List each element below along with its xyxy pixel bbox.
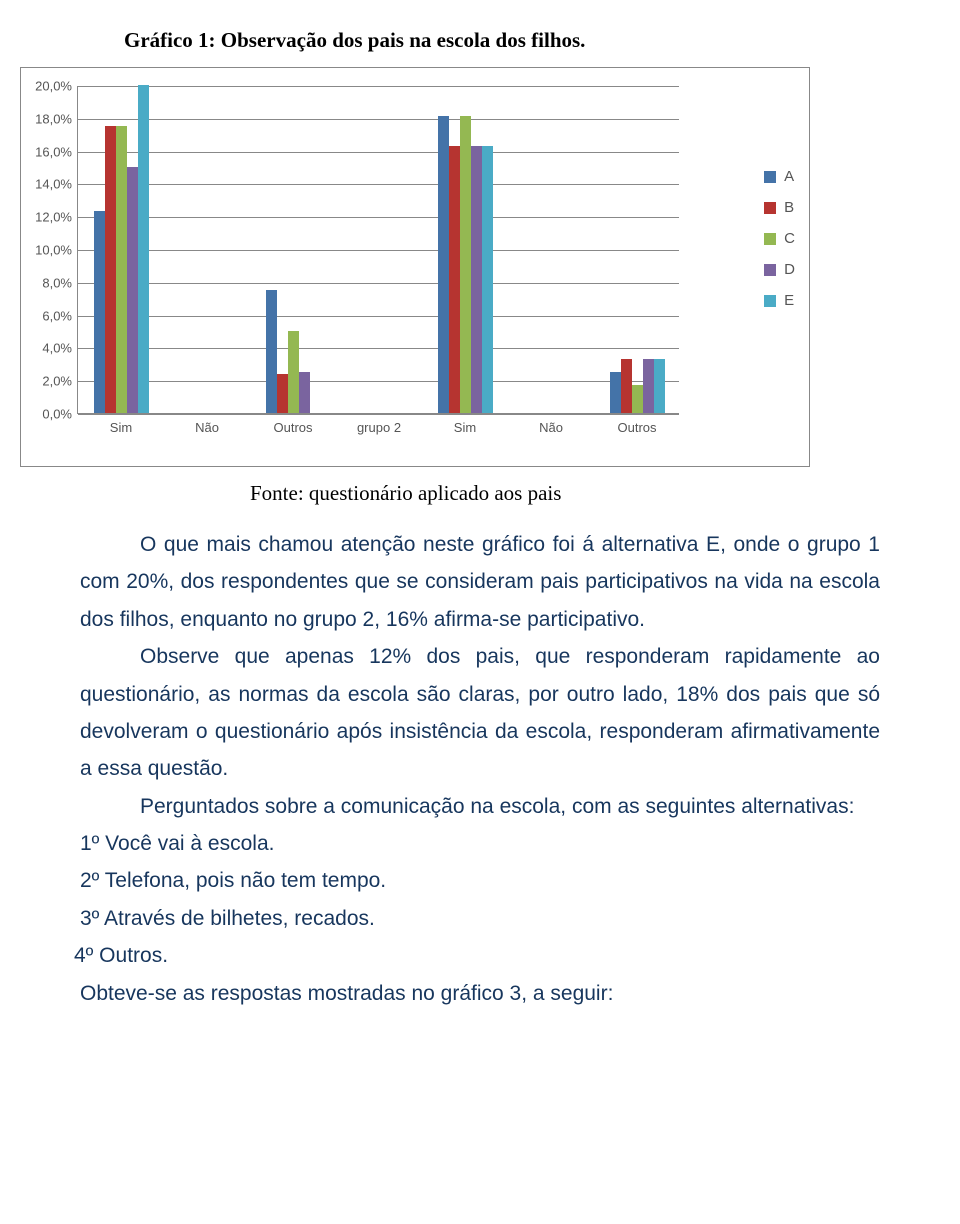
legend-item-B: B — [764, 199, 795, 216]
bar-A-Outros — [266, 290, 277, 413]
bar-B-Outros — [621, 359, 632, 413]
legend-swatch — [764, 171, 776, 183]
bar-E-Outros — [654, 359, 665, 413]
legend-label: D — [784, 261, 795, 278]
chart-plot: 0,0%2,0%4,0%6,0%8,0%10,0%12,0%14,0%16,0%… — [77, 86, 679, 414]
bar-B-Sim — [105, 126, 116, 413]
bar-D-Outros — [299, 372, 310, 413]
legend-swatch — [764, 233, 776, 245]
legend-item-C: C — [764, 230, 795, 247]
x-axis-label: Não — [539, 420, 563, 435]
bar-E-Sim — [138, 85, 149, 413]
legend-item-D: D — [764, 261, 795, 278]
x-axis-label: Outros — [617, 420, 656, 435]
legend-label: C — [784, 230, 795, 247]
bar-A-Outros — [610, 372, 621, 413]
paragraph-1: O que mais chamou atenção neste gráfico … — [80, 526, 880, 638]
alt-1: 1º Você vai à escola. — [80, 825, 880, 862]
x-axis-label: Sim — [110, 420, 132, 435]
legend-label: B — [784, 199, 794, 216]
legend-swatch — [764, 295, 776, 307]
y-axis-label: 18,0% — [30, 111, 72, 126]
bar-A-Sim — [94, 211, 105, 413]
paragraph-3: Perguntados sobre a comunicação na escol… — [80, 788, 880, 825]
gridline — [78, 152, 679, 153]
gridline — [78, 217, 679, 218]
bar-E-Sim — [482, 146, 493, 413]
gridline — [78, 119, 679, 120]
bar-A-Sim — [438, 116, 449, 413]
alt-4: 4º Outros. — [74, 937, 880, 974]
bar-C-Sim — [116, 126, 127, 413]
y-axis-label: 10,0% — [30, 243, 72, 258]
y-axis-label: 12,0% — [30, 210, 72, 225]
x-axis-label: Outros — [273, 420, 312, 435]
gridline — [78, 348, 679, 349]
y-axis-label: 20,0% — [30, 79, 72, 94]
y-axis-label: 0,0% — [30, 407, 72, 422]
x-axis-label: Não — [195, 420, 219, 435]
x-axis-label: Sim — [454, 420, 476, 435]
gridline — [78, 250, 679, 251]
paragraph-2: Observe que apenas 12% dos pais, que res… — [80, 638, 880, 788]
chart-source: Fonte: questionário aplicado aos pais — [250, 481, 880, 506]
legend-swatch — [764, 202, 776, 214]
gridline — [78, 316, 679, 317]
legend-item-A: A — [764, 168, 795, 185]
legend-swatch — [764, 264, 776, 276]
bar-C-Sim — [460, 116, 471, 413]
y-axis-label: 16,0% — [30, 144, 72, 159]
gridline — [78, 283, 679, 284]
paragraph-4: Obteve-se as respostas mostradas no gráf… — [80, 975, 880, 1012]
gridline — [78, 414, 679, 415]
chart-title: Gráfico 1: Observação dos pais na escola… — [80, 28, 880, 53]
legend-item-E: E — [764, 292, 795, 309]
bar-D-Outros — [643, 359, 654, 413]
y-axis-label: 6,0% — [30, 308, 72, 323]
y-axis-label: 8,0% — [30, 275, 72, 290]
bar-C-Outros — [632, 385, 643, 413]
y-axis-label: 4,0% — [30, 341, 72, 356]
chart-frame: 0,0% 2,0% 4,0% 6,0% 8,0% 10,0% 12,0% 14,0% 16,0%… — [20, 67, 810, 467]
bar-D-Sim — [127, 167, 138, 413]
alt-3: 3º Através de bilhetes, recados. — [80, 900, 880, 937]
gridline — [78, 184, 679, 185]
chart-legend: ABCDE — [764, 168, 795, 323]
x-axis-label: grupo 2 — [357, 420, 401, 435]
gridline — [78, 86, 679, 87]
bar-B-Sim — [449, 146, 460, 413]
y-axis-label: 14,0% — [30, 177, 72, 192]
p3-part-b: , com as seguintes alternativas: — [560, 795, 854, 818]
gridline — [78, 381, 679, 382]
p3-part-a: Perguntados sobre a comunicação na escol… — [140, 795, 560, 818]
legend-label: E — [784, 292, 794, 309]
legend-label: A — [784, 168, 794, 185]
y-axis-label: 2,0% — [30, 374, 72, 389]
alt-2: 2º Telefona, pois não tem tempo. — [80, 862, 880, 899]
bar-D-Sim — [471, 146, 482, 413]
bar-C-Outros — [288, 331, 299, 413]
bar-B-Outros — [277, 374, 288, 413]
